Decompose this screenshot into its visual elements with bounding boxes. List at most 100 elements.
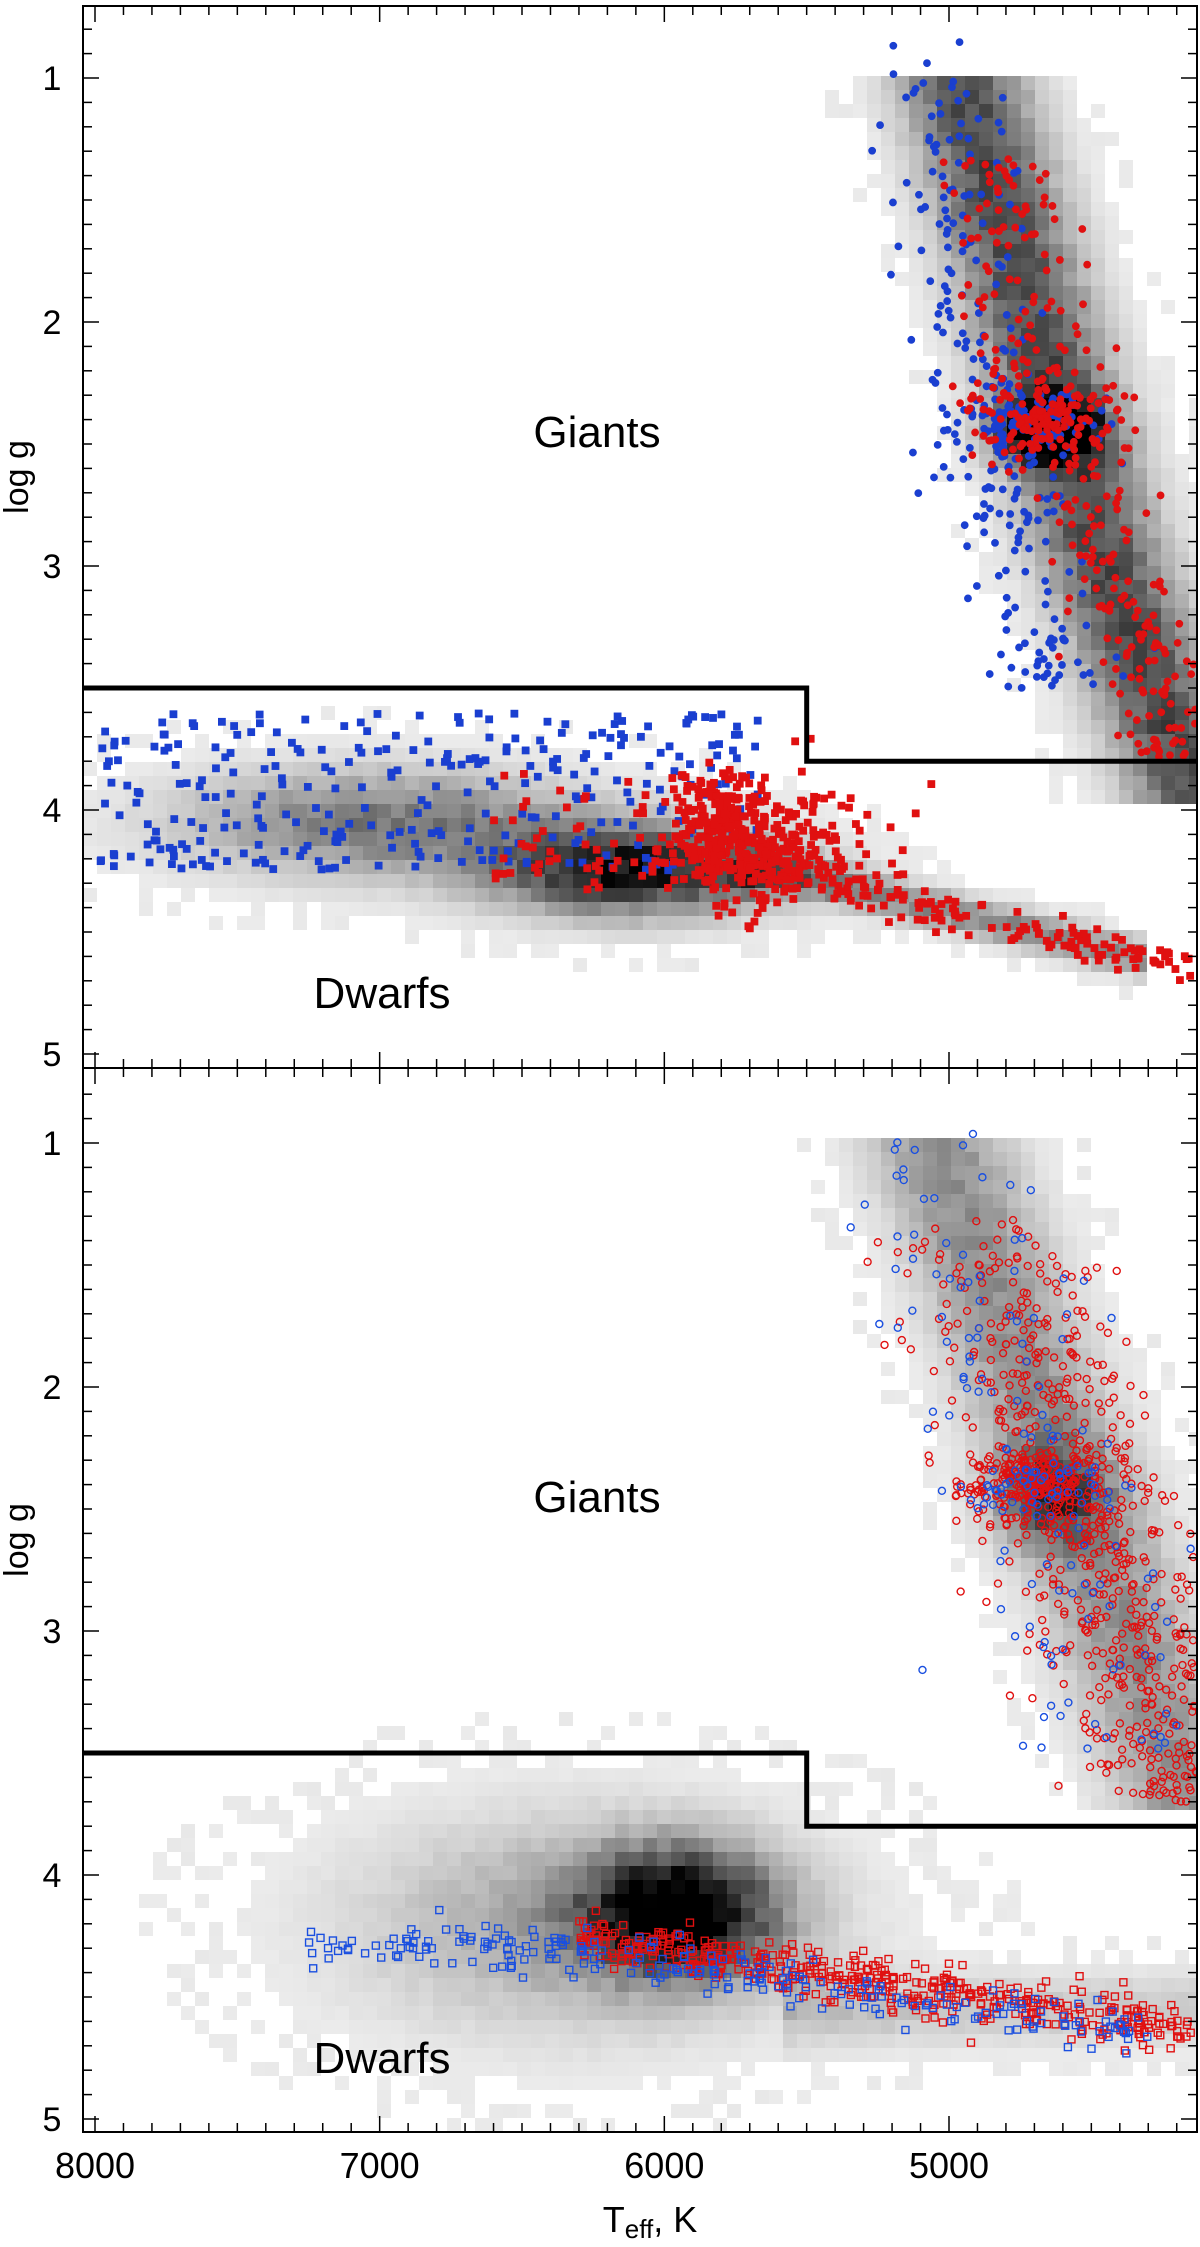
density-cell	[909, 846, 923, 860]
data-point	[680, 841, 689, 850]
density-cell	[321, 888, 335, 902]
data-point	[195, 782, 204, 791]
density-cell	[755, 1894, 769, 1908]
density-cell	[699, 1796, 713, 1810]
density-cell	[489, 1866, 503, 1880]
density-cell	[391, 1838, 405, 1852]
density-cell	[531, 1950, 545, 1964]
data-point	[1145, 622, 1154, 631]
density-cell	[1161, 594, 1175, 608]
density-cell	[391, 1992, 405, 2006]
density-cell	[909, 1362, 923, 1376]
density-cell	[895, 104, 909, 118]
density-cell	[629, 1894, 643, 1908]
density-cell	[657, 2034, 671, 2048]
data-point	[723, 798, 732, 807]
data-point	[411, 862, 420, 871]
density-cell	[405, 734, 419, 748]
data-point	[1124, 709, 1133, 718]
density-cell	[209, 804, 223, 818]
density-cell	[209, 1950, 223, 1964]
data-point	[1049, 473, 1058, 481]
density-cell	[265, 790, 279, 804]
data-point	[1069, 437, 1078, 446]
density-cell	[265, 1978, 279, 1992]
density-cell	[503, 1782, 517, 1796]
density-cell	[671, 2006, 685, 2020]
density-cell	[825, 804, 839, 818]
data-point	[971, 428, 980, 437]
data-point	[1061, 442, 1070, 451]
density-cell	[237, 776, 251, 790]
density-cell	[951, 1964, 965, 1978]
density-cell	[279, 2076, 293, 2090]
density-cell	[1077, 160, 1091, 174]
density-cell	[587, 1782, 601, 1796]
density-cell	[867, 1810, 881, 1824]
density-cell	[881, 160, 895, 174]
data-point	[1081, 537, 1090, 545]
density-cell	[321, 2048, 335, 2062]
density-cell	[741, 902, 755, 916]
density-cell	[503, 2006, 517, 2020]
density-cell	[1147, 384, 1161, 398]
density-cell	[811, 916, 825, 930]
density-cell	[573, 2020, 587, 2034]
density-cell	[615, 1978, 629, 1992]
density-cell	[993, 104, 1007, 118]
density-cell	[601, 2006, 615, 2020]
density-cell	[979, 888, 993, 902]
density-cell	[881, 874, 895, 888]
data-point	[987, 484, 996, 493]
density-cell	[1119, 356, 1133, 370]
density-cell	[335, 734, 349, 748]
density-cell	[391, 1894, 405, 1908]
data-point	[745, 924, 754, 933]
density-cell	[489, 888, 503, 902]
data-point	[978, 219, 987, 228]
data-point	[968, 391, 977, 400]
density-cell	[1189, 692, 1197, 706]
data-point	[143, 840, 152, 849]
density-cell	[839, 832, 853, 846]
density-cell	[993, 930, 1007, 944]
density-cell	[923, 846, 937, 860]
density-cell	[321, 874, 335, 888]
density-cell	[1091, 244, 1105, 258]
density-cell	[377, 1992, 391, 2006]
density-cell	[1021, 552, 1035, 566]
density-cell	[1105, 776, 1119, 790]
density-cell	[489, 1810, 503, 1824]
density-cell	[909, 1222, 923, 1236]
density-cell	[811, 1810, 825, 1824]
density-cell	[1119, 748, 1133, 762]
density-cell	[839, 2006, 853, 2020]
density-cell	[657, 2006, 671, 2020]
density-cell	[545, 1992, 559, 2006]
density-cell	[825, 2034, 839, 2048]
density-cell	[629, 2076, 643, 2090]
density-cell	[923, 258, 937, 272]
data-point	[888, 859, 896, 868]
density-cell	[923, 174, 937, 188]
data-point	[962, 89, 971, 98]
data-point	[190, 722, 199, 731]
data-point	[1032, 346, 1041, 354]
density-cell	[349, 1894, 363, 1908]
data-point	[1089, 680, 1097, 689]
density-cell	[1105, 272, 1119, 286]
density-cell	[1119, 342, 1133, 356]
density-cell	[601, 1852, 615, 1866]
density-cell	[853, 188, 867, 202]
density-cell	[811, 2048, 825, 2062]
density-cell	[573, 1866, 587, 1880]
density-cell	[1007, 944, 1021, 958]
density-cell	[1105, 916, 1119, 930]
density-cell	[615, 1964, 629, 1978]
density-cell	[657, 1992, 671, 2006]
density-cell	[265, 1866, 279, 1880]
density-cell	[867, 1222, 881, 1236]
density-cell	[1007, 1572, 1021, 1586]
data-point	[1082, 414, 1090, 423]
density-cell	[293, 2020, 307, 2034]
